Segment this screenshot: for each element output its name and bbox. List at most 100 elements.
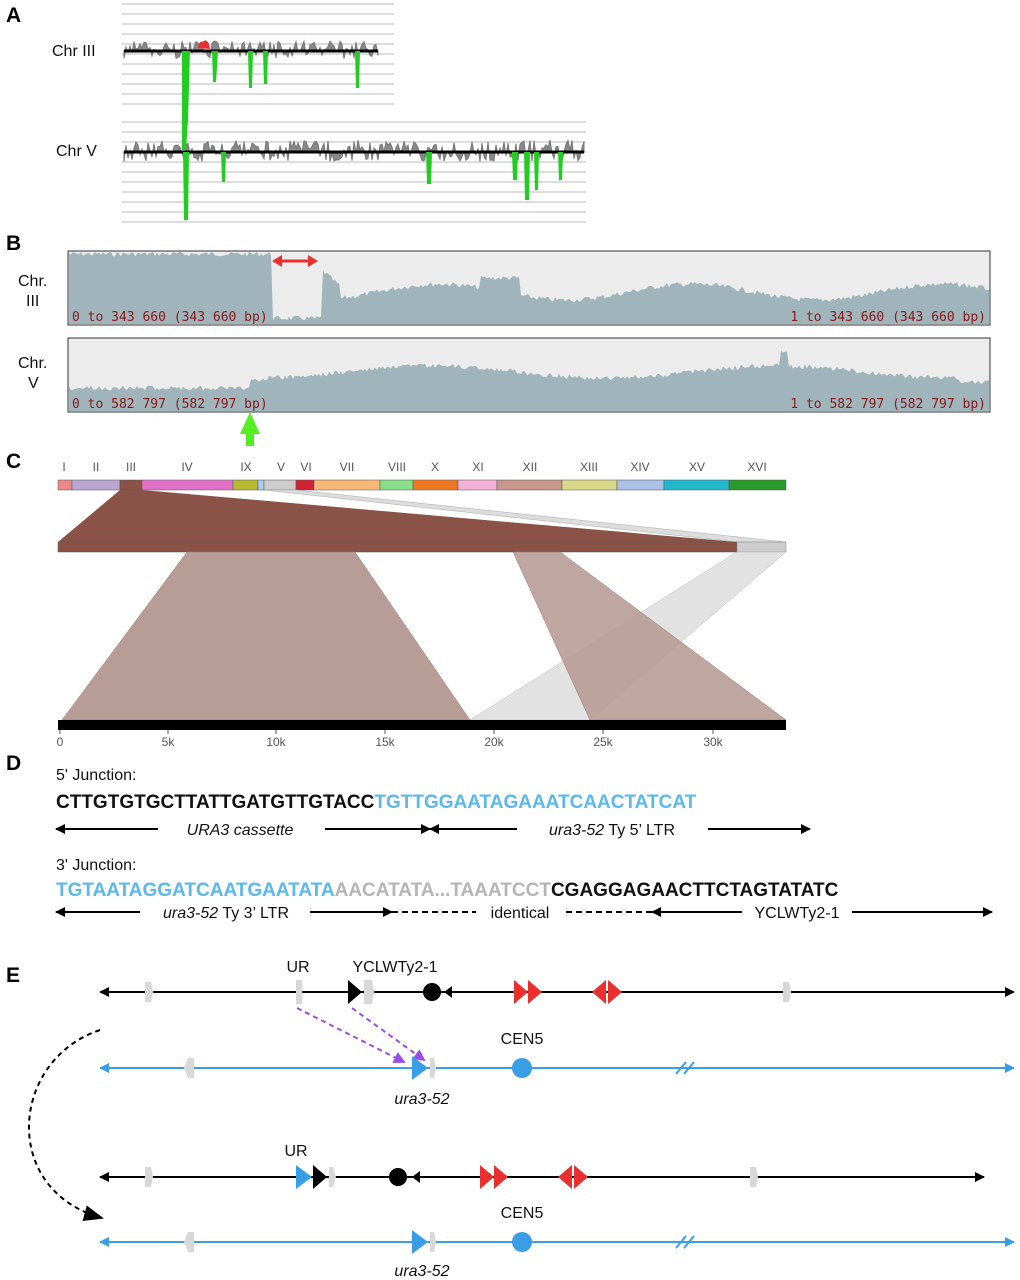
centromere-black-icon bbox=[423, 983, 441, 1001]
cen5-bottom-label: CEN5 bbox=[501, 1205, 544, 1222]
chromosome-segment bbox=[71, 479, 121, 491]
yclwty-d-label: YCLWTy2-1 bbox=[754, 905, 839, 922]
chromosome-label: XII bbox=[523, 460, 538, 474]
panel-b-letter: B bbox=[6, 232, 21, 255]
chromosome-label: XVI bbox=[747, 460, 766, 474]
red-triangle-icon bbox=[558, 1165, 572, 1189]
chromosome-segment bbox=[57, 479, 73, 491]
chr5-dip bbox=[534, 152, 539, 190]
ltr-grey-icon bbox=[329, 1167, 336, 1187]
red-triangle-icon bbox=[514, 980, 528, 1004]
break-mark bbox=[683, 1235, 695, 1249]
ty-element-black-icon bbox=[348, 980, 362, 1004]
junction5-sequence: CTTGTGTGCTTATTGATGTTGTACCTGTTGGAATAGAAAT… bbox=[56, 792, 697, 813]
chr3-dip bbox=[212, 51, 218, 82]
centromere-black-icon bbox=[389, 1168, 407, 1186]
panel-c: C I II III IV IX V VI VII VIII X XI XII XIII XIV XV XVI… bbox=[6, 450, 787, 749]
chromosome-segment bbox=[616, 479, 665, 491]
ltr-grey-icon bbox=[364, 980, 374, 1004]
chromosome-label: VIII bbox=[388, 460, 406, 474]
junction3-seq-black: CGAGGAGAACTTCTAGTATATC bbox=[551, 880, 839, 901]
panel-b: B Chr. III Chr. V 0 to 343 660 (343 660 … bbox=[6, 232, 991, 446]
chr3-range-right: 1 to 343 660 (343 660 bp) bbox=[790, 310, 986, 325]
cen5-centromere-icon bbox=[512, 1232, 532, 1252]
chr5-dip bbox=[524, 152, 530, 200]
chr3-amplified-peak bbox=[198, 40, 210, 49]
panel-a: A Chr III Chr V bbox=[6, 3, 586, 223]
break-mark bbox=[675, 1235, 687, 1249]
ura3-cassette-label: URA3 cassette bbox=[187, 822, 294, 839]
chr5-label: Chr V bbox=[56, 143, 97, 160]
panel-d: D 5' Junction: CTTGTGTGCTTATTGATGTTGTACC… bbox=[6, 752, 993, 922]
ltr-grey-icon bbox=[184, 1058, 194, 1078]
chromosome-segment bbox=[457, 479, 498, 491]
junction5-seq-blue: TGTTGGAATAGAAATCAACTATCAT bbox=[374, 792, 696, 813]
chr5-range-left: 0 to 582 797 (582 797 bp) bbox=[72, 397, 268, 412]
scale-tick-label: 10k bbox=[266, 735, 286, 749]
chromosome-label: I bbox=[62, 460, 65, 474]
chr3-label: Chr III bbox=[52, 43, 96, 60]
chromosome-label: XIV bbox=[630, 460, 649, 474]
cen5-centromere-icon bbox=[512, 1058, 532, 1078]
panel-c-letter: C bbox=[6, 450, 21, 473]
chr3-region-arrowhead-right bbox=[308, 255, 318, 267]
ltr-grey-icon bbox=[430, 1232, 436, 1252]
scale-tick-label: 15k bbox=[375, 735, 395, 749]
panel-a-letter: A bbox=[6, 4, 21, 27]
chr3-region-arrowhead-left bbox=[272, 255, 282, 267]
contig-chr5-segment bbox=[736, 541, 787, 553]
contig-chr3-segment bbox=[57, 541, 738, 553]
ura3-bottom-label: ura3-52 bbox=[394, 1263, 449, 1280]
chromosome-segment bbox=[496, 479, 563, 491]
chromosome-labels: I II III IV IX V VI VII VIII X XI XII XIII XIV XV XVI bbox=[62, 460, 766, 474]
chromosome-label: X bbox=[431, 460, 439, 474]
ty5-ltr-label: ura3-52 Ty 5’ LTR bbox=[549, 822, 675, 839]
chr5-dip bbox=[183, 152, 189, 220]
red-triangle-icon bbox=[494, 1165, 508, 1189]
panel-d-letter: D bbox=[6, 752, 21, 775]
chromosome-segment bbox=[257, 479, 265, 491]
chromosome-segment bbox=[379, 479, 414, 491]
scale-tick-label: 0 bbox=[57, 735, 64, 749]
chromosome-label: XIII bbox=[580, 460, 598, 474]
alignment-block-1 bbox=[61, 551, 471, 721]
chr5-label-line2: V bbox=[28, 375, 39, 392]
chromosome-segment bbox=[561, 479, 618, 491]
chr3-zoom-wedge bbox=[58, 490, 737, 542]
red-triangle-icon bbox=[480, 1165, 494, 1189]
ty-element-black-icon bbox=[313, 1165, 327, 1189]
ltr-grey-icon bbox=[430, 1058, 436, 1078]
genome-chromosome-bar bbox=[57, 479, 787, 491]
scale-tick-label: 25k bbox=[593, 735, 613, 749]
junction3-sequence: TGTAATAGGATCAATGAATATAAACATATA...TAAATCC… bbox=[56, 880, 839, 901]
red-triangle-icon bbox=[528, 980, 542, 1004]
chr3-grid bbox=[122, 3, 394, 105]
chromosome-segment bbox=[728, 479, 787, 491]
chromosome-segment bbox=[295, 479, 315, 491]
chromosome-label: II bbox=[93, 460, 100, 474]
panel-e: E UR YCLWTy2-1 CEN5 ura3-52 bbox=[6, 959, 1015, 1280]
chr5-label-line1: Chr. bbox=[18, 355, 47, 372]
junction3-title: 3' Junction: bbox=[56, 857, 136, 874]
chromosome-label: III bbox=[126, 460, 136, 474]
ty5-ltr-text: Ty 5’ LTR bbox=[604, 822, 675, 839]
chr3-label-line1: Chr. bbox=[18, 273, 47, 290]
chr5-dip bbox=[558, 152, 563, 180]
ty3-ltr-label: ura3-52 Ty 3’ LTR bbox=[163, 905, 289, 922]
chromosome-label: VII bbox=[340, 460, 355, 474]
scale-tick-label: 30k bbox=[703, 735, 723, 749]
ltr-grey-icon bbox=[145, 1167, 153, 1187]
junction3-seq-grey: AACATATA...TAAATCCT bbox=[335, 880, 552, 901]
chromosome-segment bbox=[119, 479, 143, 491]
ltr-grey-icon bbox=[783, 982, 791, 1002]
chr3-range-left: 0 to 343 660 (343 660 bp) bbox=[72, 310, 268, 325]
recombination-arrow-ur bbox=[296, 1007, 406, 1063]
identical-label: identical bbox=[491, 905, 550, 922]
chr3-dip bbox=[263, 51, 268, 84]
ura3-blue-icon bbox=[296, 1165, 312, 1189]
yclwty-top-label: YCLWTy2-1 bbox=[352, 959, 437, 976]
chromosome-segment bbox=[232, 479, 259, 491]
junction5-title: 5' Junction: bbox=[56, 767, 136, 784]
ty3-ura3-label: ura3-52 bbox=[163, 905, 218, 922]
